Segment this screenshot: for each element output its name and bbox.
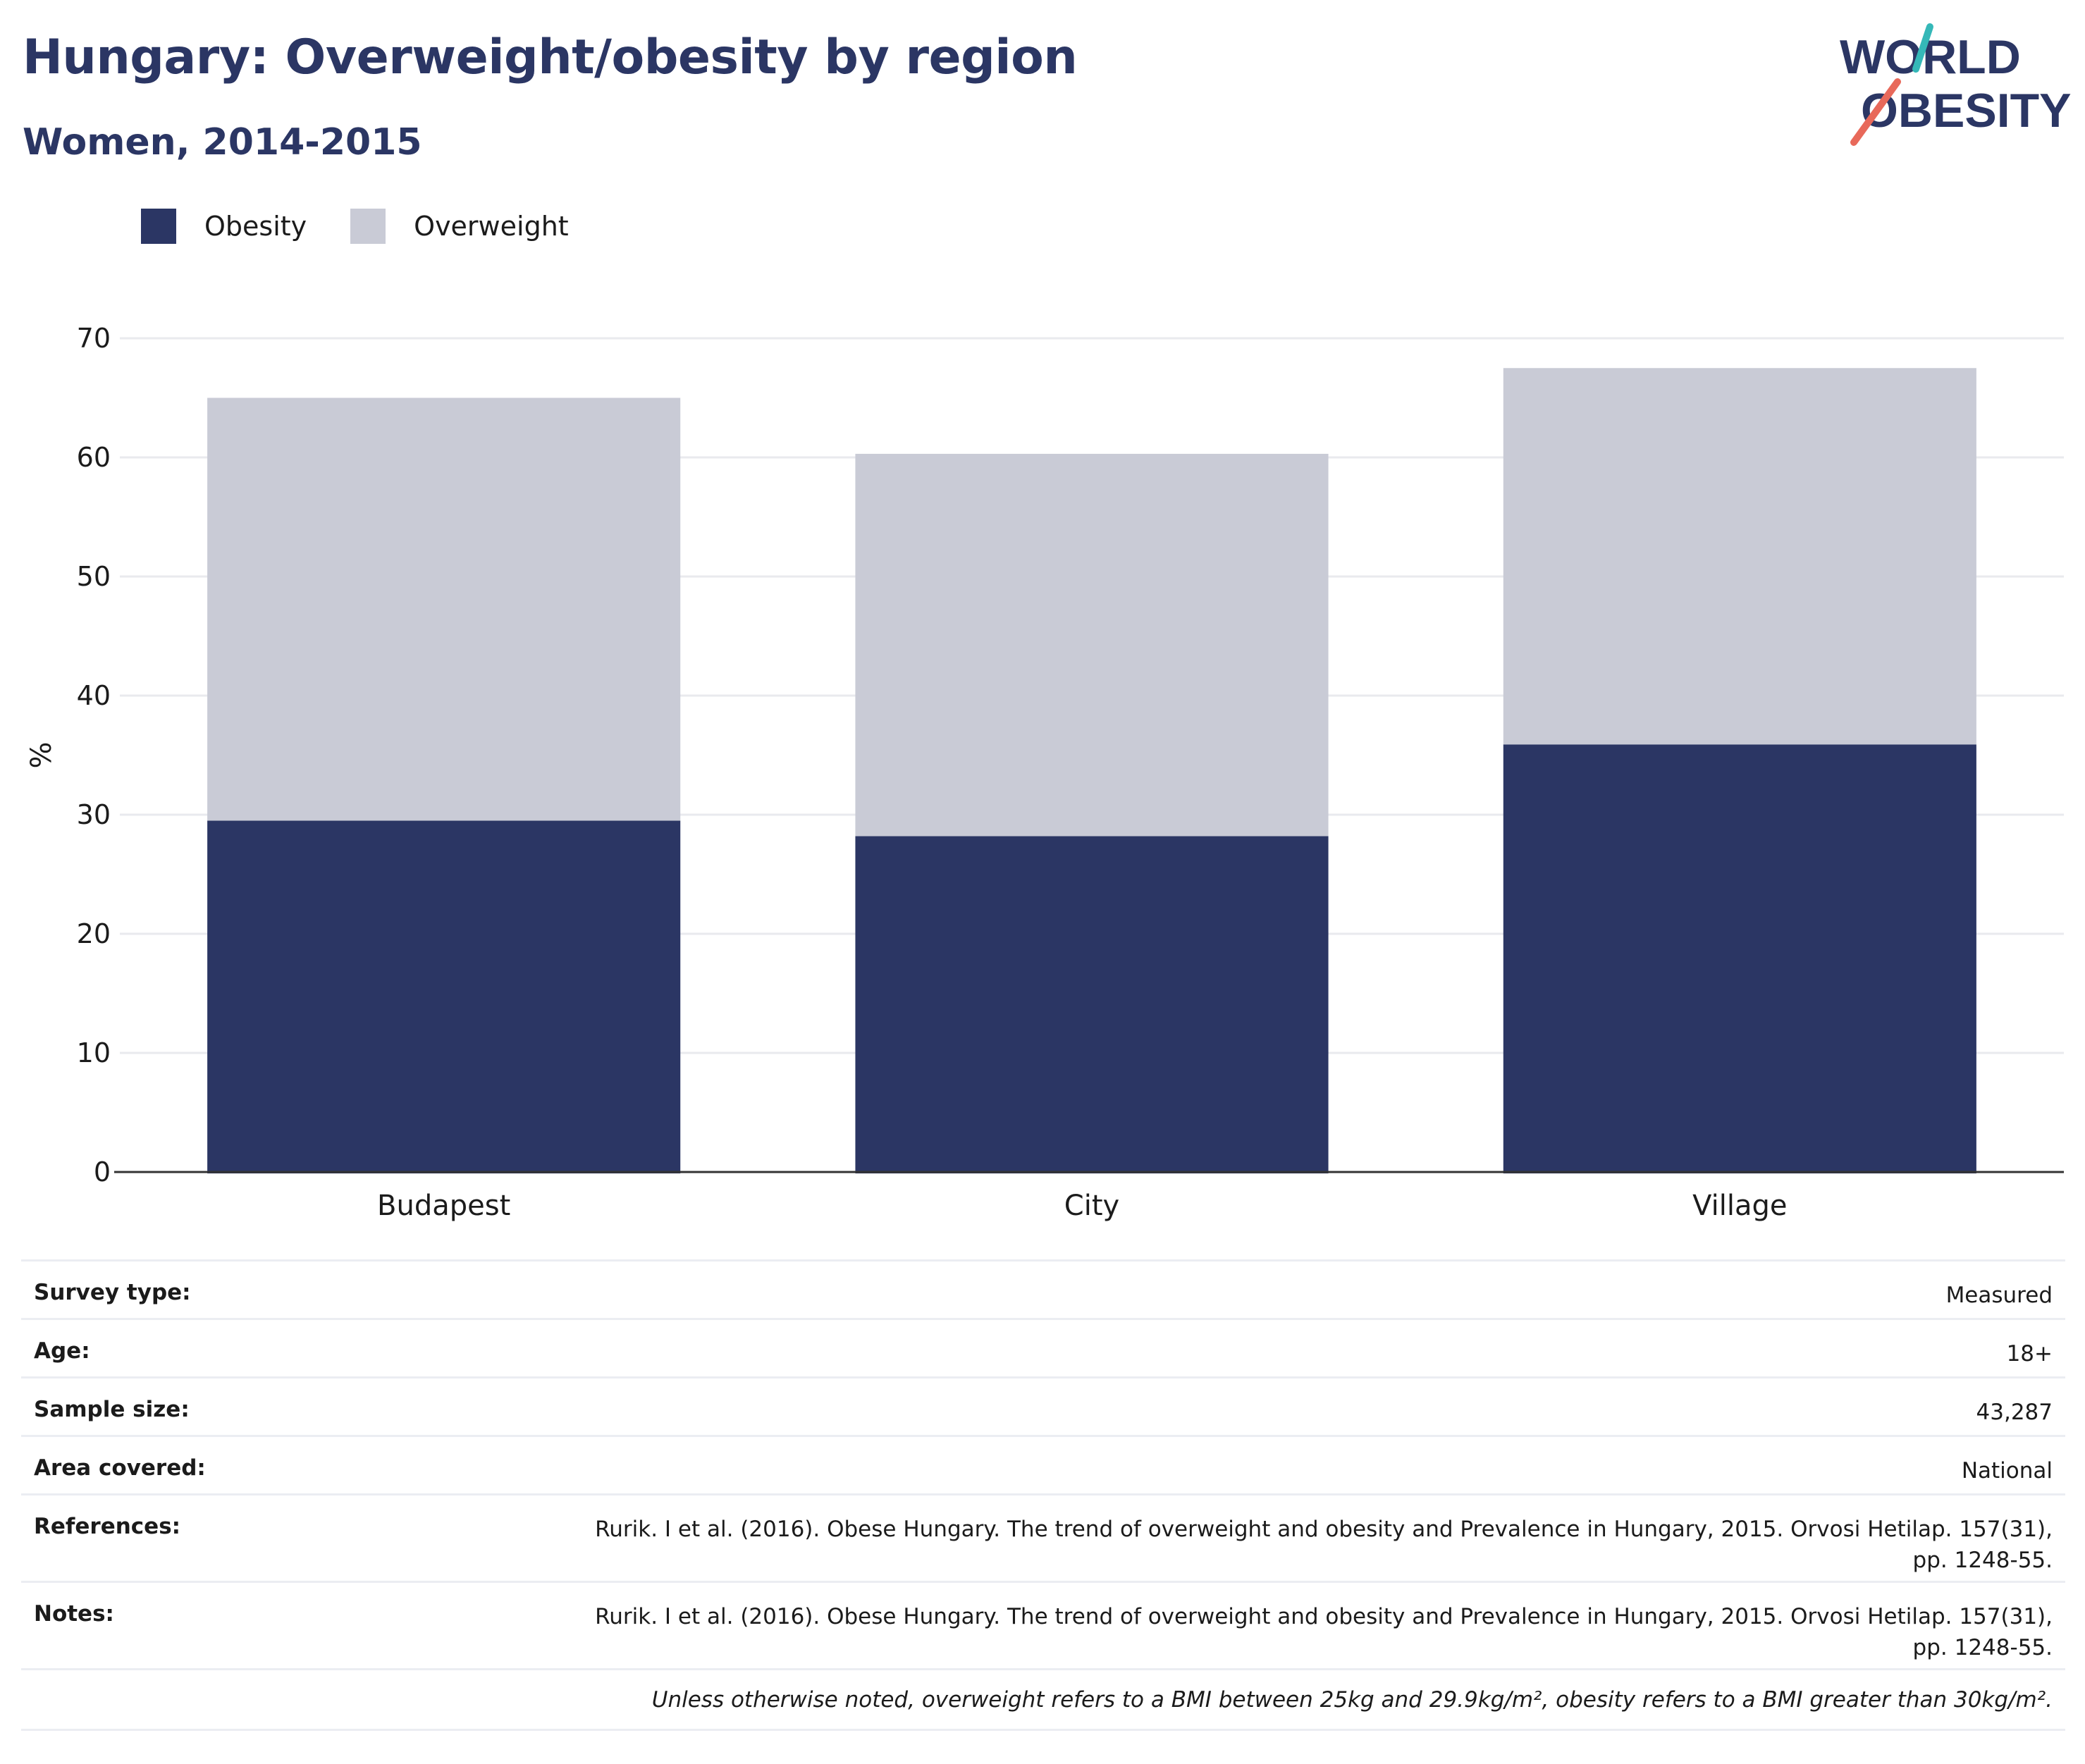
x-tick-label: City — [1064, 1190, 1119, 1222]
chart-subtitle: Women, 2014-2015 — [23, 121, 422, 164]
legend-swatch-overweight — [350, 209, 386, 244]
logo-coral-slash — [1850, 78, 1901, 146]
chart-legend: Obesity Overweight — [141, 209, 613, 244]
x-tick-label: Village — [1692, 1190, 1787, 1222]
meta-key: Age: — [34, 1338, 90, 1364]
meta-value: Measured — [1945, 1283, 2053, 1308]
bmi-footnote: Unless otherwise noted, overweight refer… — [651, 1686, 2053, 1713]
y-tick-label: 20 — [77, 918, 111, 949]
legend-swatch-obesity — [141, 209, 176, 244]
bar-overweight-city — [855, 453, 1329, 837]
logo-line1: WORLD — [1840, 30, 2021, 84]
y-tick-label: 10 — [77, 1037, 111, 1068]
y-tick-label: 70 — [77, 323, 111, 354]
meta-row-survey-type: Survey type: Measured — [21, 1259, 2065, 1318]
bar-obesity-budapest — [207, 820, 681, 1173]
meta-row-notes: Notes: Rurik. I et al. (2016). Obese Hun… — [21, 1581, 2065, 1668]
legend-item-obesity[interactable]: Obesity — [141, 209, 307, 244]
legend-label-obesity: Obesity — [204, 211, 307, 242]
bar-obesity-city — [855, 836, 1329, 1173]
world-obesity-logo: WORLD OBESITY — [1840, 23, 2072, 146]
y-axis-label: % — [25, 741, 58, 768]
meta-value: 43,287 — [1976, 1400, 2053, 1425]
y-tick-label: 50 — [77, 561, 111, 592]
y-tick-label: 30 — [77, 799, 111, 830]
meta-value: Rurik. I et al. (2016). Obese Hungary. T… — [595, 1517, 2053, 1573]
meta-row-references: References: Rurik. I et al. (2016). Obes… — [21, 1493, 2065, 1581]
meta-row-area-covered: Area covered: National — [21, 1435, 2065, 1493]
meta-value: 18+ — [2006, 1341, 2053, 1367]
meta-value: National — [1961, 1458, 2053, 1484]
y-tick-label: 0 — [94, 1157, 111, 1188]
meta-key: Survey type: — [34, 1280, 191, 1305]
meta-key: Area covered: — [34, 1455, 206, 1481]
bar-obesity-village — [1503, 744, 1976, 1173]
footnote-row: Unless otherwise noted, overweight refer… — [21, 1668, 2065, 1731]
logo-line2: OBESITY — [1861, 84, 2072, 137]
meta-value: Rurik. I et al. (2016). Obese Hungary. T… — [595, 1604, 2053, 1660]
meta-key: Notes: — [34, 1601, 114, 1627]
logo-teal-slash — [1912, 23, 1933, 73]
stacked-bar-chart: 0 10 20 30 40 50 60 70% Budapest City Village — [25, 323, 2064, 1222]
y-tick-label: 60 — [77, 442, 111, 473]
y-tick-label: 40 — [77, 680, 111, 711]
meta-row-age: Age: 18+ — [21, 1318, 2065, 1376]
meta-key: References: — [34, 1514, 181, 1539]
legend-item-overweight[interactable]: Overweight — [350, 209, 569, 244]
legend-label-overweight: Overweight — [414, 211, 569, 242]
bar-overweight-village — [1503, 368, 1976, 745]
meta-key: Sample size: — [34, 1397, 190, 1422]
meta-row-sample-size: Sample size: 43,287 — [21, 1376, 2065, 1435]
bar-overweight-budapest — [207, 397, 681, 821]
metadata-table: Survey type: Measured Age: 18+ Sample si… — [21, 1259, 2065, 1731]
x-tick-label: Budapest — [377, 1190, 510, 1222]
chart-title: Hungary: Overweight/obesity by region — [23, 30, 1078, 85]
